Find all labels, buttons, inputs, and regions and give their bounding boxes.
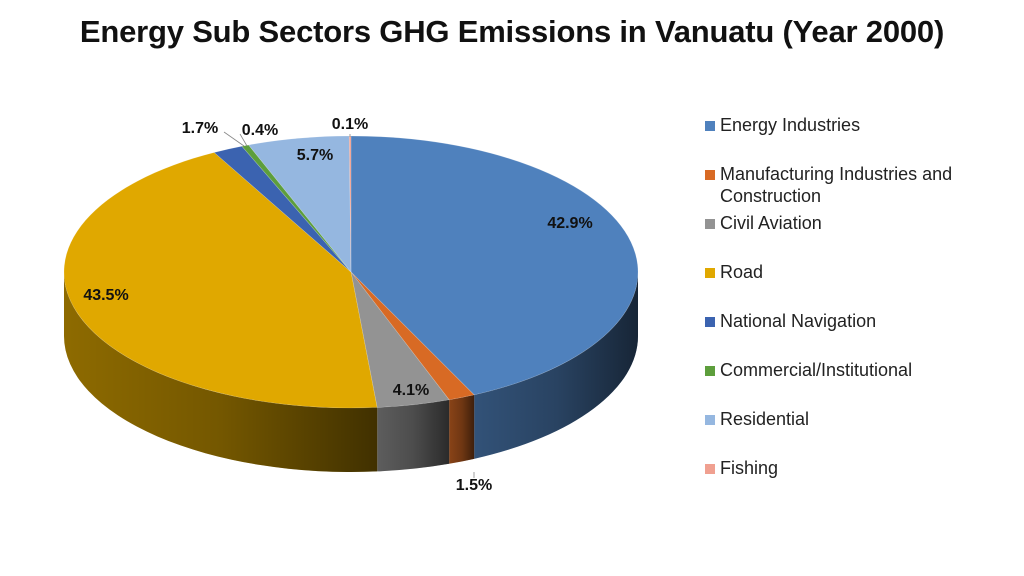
chart-title: Energy Sub Sectors GHG Emissions in Vanu… <box>79 14 945 49</box>
pie-sides <box>64 272 638 472</box>
legend-item-energy-industries: Energy Industries <box>705 114 1005 163</box>
legend-item-national-navigation: National Navigation <box>705 310 1005 359</box>
data-label-energy-industries: 42.9% <box>547 215 592 232</box>
pie-chart: 42.9% 1.5% 4.1% 43.5% 1.7% 0.4% 5.7% 0.1% <box>63 116 639 494</box>
legend-item-fishing: Fishing <box>705 457 1005 506</box>
pie-slice-commercial-institutional <box>241 144 352 273</box>
legend-item-residential: Residential <box>705 408 1005 457</box>
pie-side-shade-road <box>64 272 378 472</box>
legend-swatch-fishing <box>705 464 715 474</box>
pie-side-shade-civil-aviation <box>377 399 450 472</box>
legend-label-manufacturing-industries-and-construction: Manufacturing Industries and Constructio… <box>720 164 953 206</box>
leader-lines <box>223 131 475 478</box>
data-label-civil-aviation: 4.1% <box>393 382 429 399</box>
pie-slices <box>63 135 639 409</box>
pie-slice-road <box>63 152 378 409</box>
leader-line-commercial-institutional <box>239 133 248 147</box>
legend-label-commercial-institutional: Commercial/Institutional <box>720 360 913 380</box>
data-label-commercial-institutional: 0.4% <box>242 122 278 139</box>
pie-slice-national-navigation <box>213 145 352 273</box>
legend-label-residential: Residential <box>720 409 810 429</box>
legend-item-road: Road <box>705 261 1005 310</box>
legend-label-energy-industries: Energy Industries <box>720 115 861 135</box>
legend-label-road: Road <box>720 262 764 282</box>
pie-slice-civil-aviation <box>350 271 450 408</box>
legend-item-manufacturing-industries-and-construction: Manufacturing Industries and Constructio… <box>705 163 1005 212</box>
legend-item-commercial-institutional: Commercial/Institutional <box>705 359 1005 408</box>
data-label-road: 43.5% <box>83 287 128 304</box>
data-label-manufacturing-industries-and-construction: 1.5% <box>456 477 492 494</box>
legend-swatch-manufacturing-industries-and-construction <box>705 170 715 180</box>
legend: Energy Industries Manufacturing Industrie… <box>705 114 1005 506</box>
legend-label-national-navigation: National Navigation <box>720 311 877 331</box>
pie-slice-energy-industries <box>350 135 639 396</box>
legend-swatch-energy-industries <box>705 121 715 131</box>
legend-label-fishing: Fishing <box>720 458 779 478</box>
data-label-residential: 5.7% <box>297 147 333 164</box>
legend-swatch-road <box>705 268 715 278</box>
pie-slice-residential <box>248 135 352 273</box>
pie-side-shade-manufacturing-industries-and-construction <box>449 394 475 464</box>
legend-item-civil-aviation: Civil Aviation <box>705 212 1005 261</box>
legend-label-civil-aviation: Civil Aviation <box>720 213 822 233</box>
legend-swatch-residential <box>705 415 715 425</box>
legend-swatch-civil-aviation <box>705 219 715 229</box>
leader-line-national-navigation <box>223 131 245 147</box>
legend-swatch-national-navigation <box>705 317 715 327</box>
pie-side-shade-energy-industries <box>474 272 638 459</box>
data-labels: 42.9% 1.5% 4.1% 43.5% 1.7% 0.4% 5.7% 0.1% <box>83 116 592 494</box>
pie-slice-manufacturing-industries-and-construction <box>350 271 475 401</box>
legend-swatch-commercial-institutional <box>705 366 715 376</box>
data-label-fishing: 0.1% <box>332 116 368 133</box>
data-label-national-navigation: 1.7% <box>182 120 218 137</box>
